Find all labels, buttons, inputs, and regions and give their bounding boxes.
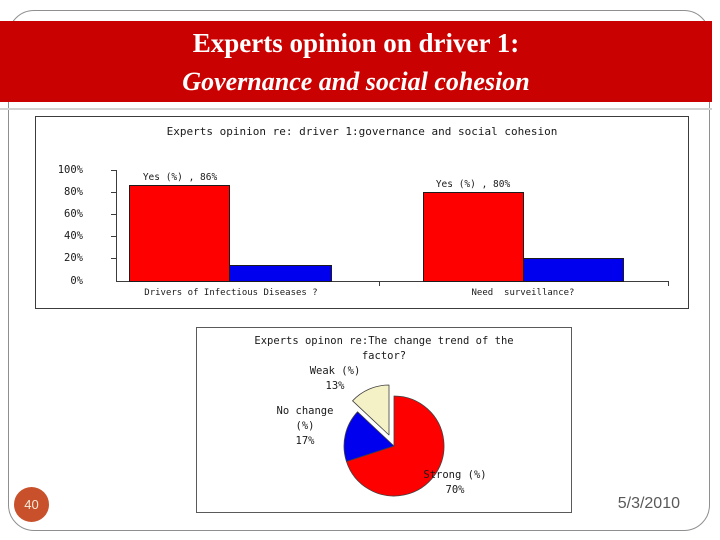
pie-label-strong-name: Strong (%) [423,469,487,481]
bar-chart: Experts opinion re: driver 1:governance … [35,116,689,309]
y-tick-label-20: 20% [64,252,83,264]
bar-value-label-86: Yes (%) , 86% [142,172,218,183]
x-tick [668,282,669,286]
y-tick [111,236,116,237]
pie-slice-weak [352,384,390,436]
pie-graphic [343,384,445,497]
pie-label-weak-name: Weak (%) [309,365,361,377]
title-banner: Experts opinion on driver 1: Governance … [0,21,712,102]
bar-yes-drivers [129,185,230,282]
pie-label-strong: Strong (%) 70% [409,468,501,498]
y-axis-line [116,170,117,282]
y-tick [111,214,116,215]
bar-value-label-80: Yes (%) , 80% [435,179,511,190]
category-label-drivers: Drivers of Infectious Diseases ? [144,288,318,298]
pie-label-strong-value: 70% [445,484,465,496]
pie-label-no-change: No change (%) 17% [273,404,337,449]
y-tick-label-40: 40% [64,230,83,242]
y-tick-label-60: 60% [64,208,83,220]
banner-divider [0,108,712,110]
y-tick [111,170,116,171]
pie-label-weak-value: 13% [325,380,345,392]
y-tick-label-100: 100% [57,164,83,176]
bar-yes-surveillance [423,192,524,282]
y-tick [111,258,116,259]
pie-label-weak: Weak (%) 13% [293,364,377,394]
bar-no-drivers [229,265,332,282]
y-tick-label-0: 0% [70,275,83,287]
bar-chart-title: Experts opinion re: driver 1:governance … [166,125,558,138]
pie-chart: Experts opinon re:The change trend of th… [196,327,572,513]
slide-title-line1: Experts opinion on driver 1: [192,28,520,58]
pie-slice-strong [346,395,445,497]
y-tick-label-80: 80% [64,186,83,198]
pie-title-line1: Experts opinon re:The change trend of th… [254,335,514,347]
pie-chart-title: Experts opinon re:The change trend of th… [197,334,571,364]
x-tick [379,282,380,286]
y-tick [111,192,116,193]
page-number-badge: 40 [14,487,49,522]
pie-slice-no-change [343,411,395,462]
category-label-surveillance: Need surveillance? [471,288,575,298]
bar-no-surveillance [523,258,624,282]
x-axis-line [116,281,669,282]
slide-date: 5/3/2010 [617,495,680,512]
pie-title-line2: factor? [361,350,407,362]
slide-title-line2: Governance and social cohesion [182,67,530,96]
pie-label-no-change-name: No change (%) [276,405,334,432]
pie-label-no-change-value: 17% [295,435,315,447]
